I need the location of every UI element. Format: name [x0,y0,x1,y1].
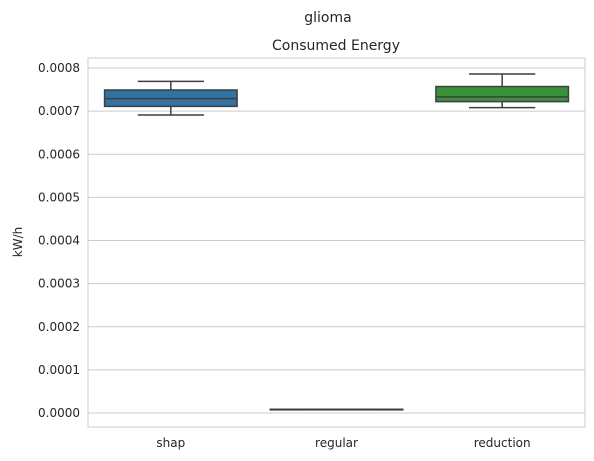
box-shap [103,80,238,116]
plot-frame [87,57,586,428]
chart-suptitle: glioma [304,10,351,26]
y-tick-label: 0.0000 [38,406,80,420]
box-reduction [435,73,570,109]
y-tick-label: 0.0005 [38,190,80,204]
x-tick-label: reduction [474,436,531,450]
chart-title: Consumed Energy [272,38,400,54]
x-tick-labels: shap regular reduction [156,436,530,450]
gridlines [88,67,585,414]
y-tick-labels: 0.0000 0.0001 0.0002 0.0003 0.0004 0.0005 0.00… [38,61,80,420]
iqr-box [435,85,570,103]
y-tick-label: 0.0002 [38,320,80,334]
y-tick-label: 0.0007 [38,104,80,118]
y-tick-label: 0.0008 [38,61,80,75]
x-tick-label: shap [156,436,185,450]
y-tick-label: 0.0001 [38,363,80,377]
y-tick-label: 0.0003 [38,277,80,291]
y-axis-label: kW/h [11,227,25,257]
y-tick-label: 0.0004 [38,234,80,248]
y-tick-label: 0.0006 [38,147,80,161]
x-tick-label: regular [315,436,358,450]
boxes [103,73,570,411]
box-regular [269,408,404,411]
